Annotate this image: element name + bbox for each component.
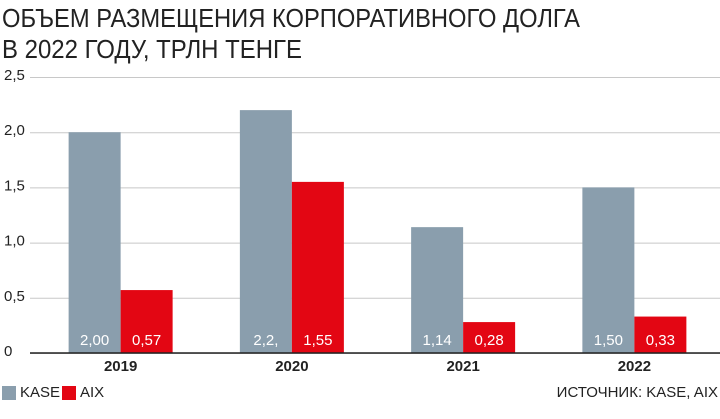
bar [291,181,344,353]
y-tick-label: 0 [4,343,12,360]
y-tick-label: 2,5 [4,67,25,84]
x-tick-label: 2022 [618,358,651,375]
bar [582,187,635,353]
value-label: 2,2, [253,332,278,349]
y-tick-label: 0,5 [4,288,25,305]
chart-title: В 2022 ГОДУ, ТРЛН ТЕНГЕ [2,34,302,64]
x-tick-label: 2019 [104,358,137,375]
value-label: 1,14 [423,332,452,349]
value-label: 0,33 [646,332,675,349]
chart-title: ОБЪЕМ РАЗМЕЩЕНИЯ КОРПОРАТИВНОГО ДОЛГА [2,3,581,33]
bar [411,227,464,353]
bar [239,110,292,354]
bar [120,290,173,353]
y-tick-label: 2,0 [4,122,25,139]
value-label: 2,00 [80,332,109,349]
bar [68,132,121,353]
legend-label: KASE [20,384,60,401]
source-note: ИСТОЧНИК: KASE, AIX [557,384,718,401]
value-label: 1,50 [594,332,623,349]
bar [463,322,516,353]
value-label: 0,28 [475,332,504,349]
legend-swatch [2,386,16,400]
x-tick-label: 2020 [275,358,308,375]
legend-label: AIX [80,384,104,401]
legend-swatch [62,386,76,400]
y-tick-label: 1,0 [4,233,25,250]
value-label: 0,57 [132,332,161,349]
bar [634,316,687,353]
value-label: 1,55 [303,332,332,349]
y-tick-label: 1,5 [4,177,25,194]
x-tick-label: 2021 [446,358,479,375]
